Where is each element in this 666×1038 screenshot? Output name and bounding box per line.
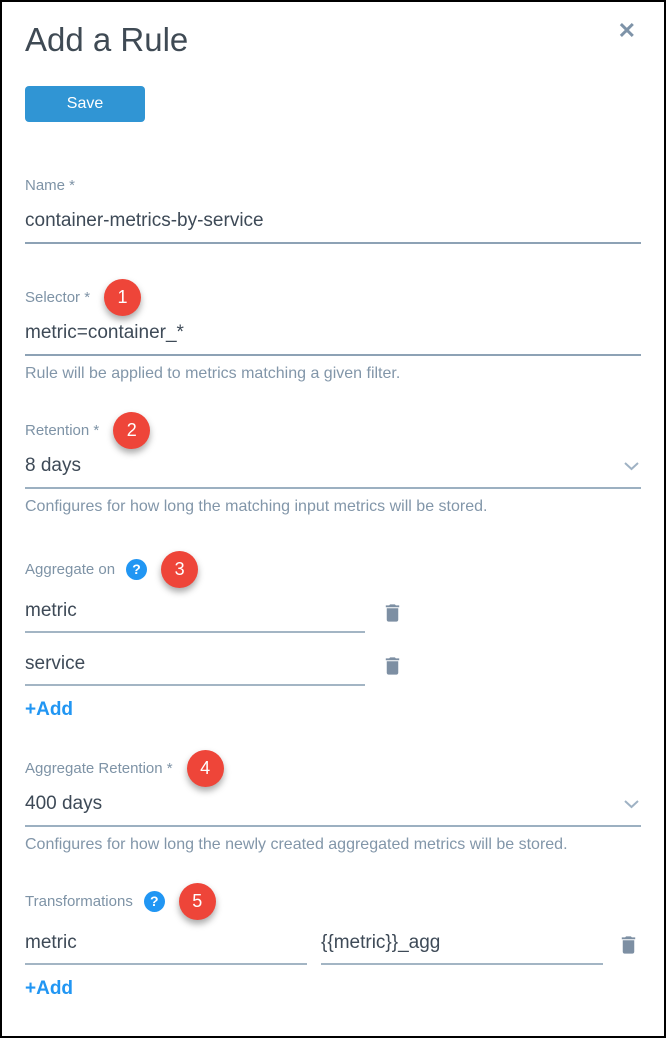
aggregate-tag-value: metric xyxy=(25,600,77,621)
transformations-label: Transformations xyxy=(25,892,133,910)
transformation-row: metric {{metric}}_agg xyxy=(25,924,641,965)
retention-select-value: 8 days xyxy=(25,455,81,476)
close-icon[interactable]: ✕ xyxy=(617,18,636,43)
annotation-badge-1: 1 xyxy=(104,278,142,316)
retention-label: Retention * xyxy=(25,421,100,439)
annotation-badge-2: 2 xyxy=(113,411,151,449)
help-icon[interactable]: ? xyxy=(143,890,165,912)
aggregate-retention-help-text: Configures for how long the newly create… xyxy=(25,836,568,853)
trash-icon[interactable] xyxy=(617,933,640,957)
transformation-add-button[interactable]: +Add xyxy=(25,978,74,999)
chevron-down-icon xyxy=(624,793,639,815)
trash-icon[interactable] xyxy=(381,654,404,678)
transformation-to-value: {{metric}}_agg xyxy=(321,932,441,953)
name-input[interactable]: container-metrics-by-service xyxy=(25,202,641,244)
aggregate-add-button[interactable]: +Add xyxy=(25,699,74,720)
annotation-badge-4: 4 xyxy=(186,749,224,787)
page-title: Add a Rule xyxy=(25,21,189,58)
aggregate-tag-input[interactable]: service xyxy=(25,645,365,686)
retention-help-text: Configures for how long the matching inp… xyxy=(25,498,488,515)
chevron-down-icon xyxy=(624,455,639,477)
selector-label: Selector * xyxy=(25,288,91,306)
save-button[interactable]: Save xyxy=(25,86,145,122)
aggregate-retention-label: Aggregate Retention * xyxy=(25,759,173,777)
aggregate-row: service xyxy=(25,645,641,686)
aggregate-row: metric xyxy=(25,592,641,633)
selector-input[interactable]: metric=container_* xyxy=(25,314,641,356)
aggregate-retention-select-value: 400 days xyxy=(25,793,103,814)
annotation-badge-3: 3 xyxy=(161,550,199,588)
aggregate-retention-select[interactable]: 400 days xyxy=(25,785,641,827)
transformation-to-input[interactable]: {{metric}}_agg xyxy=(321,924,603,965)
name-field-group: Name * container-metrics-by-service xyxy=(25,174,641,244)
trash-icon[interactable] xyxy=(381,601,404,625)
aggregate-tag-input[interactable]: metric xyxy=(25,592,365,633)
aggregate-on-group: Aggregate on ? 3 metric service +Add xyxy=(25,550,641,721)
selector-input-value: metric=container_* xyxy=(25,322,184,343)
retention-field-group: Retention * 2 8 days Configures for how … xyxy=(25,411,641,516)
transformation-from-value: metric xyxy=(25,932,77,953)
transformation-from-input[interactable]: metric xyxy=(25,924,307,965)
selector-help-text: Rule will be applied to metrics matching… xyxy=(25,365,401,382)
aggregate-tag-value: service xyxy=(25,653,86,674)
transformations-group: Transformations ? 5 metric {{metric}}_ag… xyxy=(25,882,641,1000)
annotation-badge-5: 5 xyxy=(178,882,216,920)
retention-select[interactable]: 8 days xyxy=(25,447,641,489)
name-input-value: container-metrics-by-service xyxy=(25,210,264,231)
aggregate-retention-group: Aggregate Retention * 4 400 days Configu… xyxy=(25,749,641,854)
selector-field-group: Selector * 1 metric=container_* Rule wil… xyxy=(25,278,641,383)
help-icon[interactable]: ? xyxy=(126,558,148,580)
aggregate-on-label: Aggregate on xyxy=(25,560,116,578)
name-label: Name * xyxy=(25,176,76,194)
